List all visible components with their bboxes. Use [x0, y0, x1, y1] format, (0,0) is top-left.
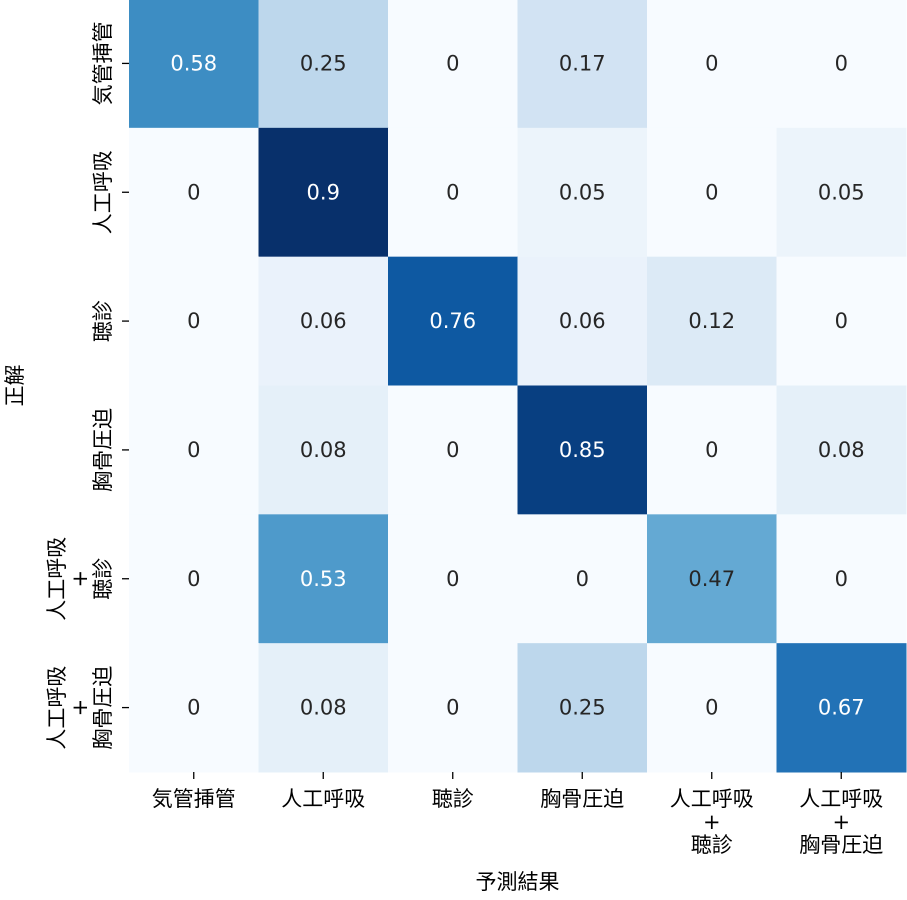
- cell-value-label: 0: [835, 51, 848, 75]
- heatmap-cell: [258, 643, 389, 773]
- cell-value-label: 0.58: [170, 51, 217, 75]
- cell-value-label: 0: [705, 180, 718, 204]
- cell-value-label: 0: [187, 438, 200, 462]
- cell-value-label: 0.25: [559, 696, 606, 720]
- heatmap-cell: [388, 0, 518, 129]
- heatmap-cell: [647, 127, 777, 258]
- heatmap-cell: [388, 643, 518, 773]
- heatmap-cell: [647, 0, 777, 129]
- heatmap-cell: [129, 127, 259, 258]
- cell-value-label: 0: [446, 180, 459, 204]
- y-tick-label: 人工呼吸: [91, 150, 115, 234]
- cell-value-label: 0: [705, 438, 718, 462]
- heatmap-cell: [129, 514, 259, 644]
- y-axis-label: 正解: [3, 365, 27, 407]
- heatmap-cell: [776, 385, 907, 515]
- heatmap-cell: [776, 514, 907, 644]
- y-tick-label-group: 聴診: [91, 300, 115, 342]
- x-tick-label: 気管挿管: [152, 787, 236, 811]
- heatmap-cell: [129, 256, 259, 386]
- heatmap-cells: [129, 0, 907, 773]
- cell-value-label: 0: [705, 51, 718, 75]
- cell-value-label: 0: [187, 180, 200, 204]
- cell-value-label: 0.17: [559, 51, 606, 75]
- heatmap-cell: [388, 514, 518, 644]
- y-tick-label-group: 気管挿管: [91, 21, 115, 105]
- heatmap-cell: [258, 127, 389, 258]
- heatmap-cell: [517, 256, 648, 386]
- cell-value-label: 0.67: [818, 696, 865, 720]
- y-tick-label: 気管挿管: [91, 21, 115, 105]
- cell-value-label: 0.47: [688, 567, 735, 591]
- cell-value-label: 0.06: [559, 309, 606, 333]
- heatmap-cell: [388, 127, 518, 258]
- y-tick-label-group: 人工呼吸+胸骨圧迫: [45, 666, 115, 750]
- heatmap-cell: [776, 0, 907, 129]
- x-tick-label: 胸骨圧迫: [540, 787, 624, 811]
- cell-value-label: 0.12: [688, 309, 735, 333]
- x-tick-label: 聴診: [432, 787, 474, 811]
- cell-value-label: 0.08: [300, 696, 347, 720]
- cell-value-label: 0.05: [818, 180, 865, 204]
- cell-value-label: 0.08: [300, 438, 347, 462]
- y-tick-label-group: 人工呼吸: [91, 150, 115, 234]
- cell-value-label: 0.85: [559, 438, 606, 462]
- x-tick-label: 人工呼吸+胸骨圧迫: [799, 787, 883, 857]
- x-axis-label: 予測結果: [476, 870, 560, 894]
- cell-value-label: 0: [446, 438, 459, 462]
- heatmap-cell: [517, 514, 648, 644]
- cell-value-label: 0.9: [307, 180, 340, 204]
- cell-value-label: 0: [446, 51, 459, 75]
- cell-value-label: 0: [187, 696, 200, 720]
- heatmap-cell: [258, 0, 389, 129]
- heatmap-cell: [517, 643, 648, 773]
- heatmap-cell: [647, 256, 777, 386]
- y-tick-label: 人工呼吸+聴診: [45, 537, 115, 621]
- heatmap-cell: [258, 514, 389, 644]
- heatmap-cell: [647, 385, 777, 515]
- cell-value-label: 0: [576, 567, 589, 591]
- heatmap-cell: [129, 0, 259, 129]
- heatmap-cell: [517, 0, 648, 129]
- x-tick-label: 人工呼吸: [281, 787, 365, 811]
- heatmap-cell: [517, 385, 648, 515]
- cell-value-label: 0: [187, 309, 200, 333]
- heatmap-cell: [129, 385, 259, 515]
- heatmap-cell-labels: 0.58 0.25 0 0.17 0 0 0 0.9 0 0.05 0 0.05 0 0.06 0.76 0.…: [170, 51, 864, 719]
- cell-value-label: 0: [446, 696, 459, 720]
- x-tick-label: 人工呼吸+聴診: [670, 787, 754, 857]
- heatmap-cell: [776, 256, 907, 386]
- y-tick-label: 聴診: [91, 300, 115, 342]
- cell-value-label: 0: [446, 567, 459, 591]
- heatmap-cell: [517, 127, 648, 258]
- y-tick-label-group: 人工呼吸+聴診: [45, 537, 115, 621]
- y-tick-label-group: 胸骨圧迫: [91, 408, 115, 492]
- heatmap-cell: [258, 385, 389, 515]
- heatmap-cell: [776, 643, 907, 773]
- cell-value-label: 0: [705, 696, 718, 720]
- cell-value-label: 0: [187, 567, 200, 591]
- heatmap-cell: [388, 256, 518, 386]
- heatmap-cell: [776, 127, 907, 258]
- cell-value-label: 0.76: [429, 309, 476, 333]
- heatmap-cell: [647, 643, 777, 773]
- cell-value-label: 0: [835, 309, 848, 333]
- heatmap-cell: [388, 385, 518, 515]
- cell-value-label: 0: [835, 567, 848, 591]
- y-tick-label: 胸骨圧迫: [91, 408, 115, 492]
- heatmap-cell: [647, 514, 777, 644]
- cell-value-label: 0.25: [300, 51, 347, 75]
- cell-value-label: 0.06: [300, 309, 347, 333]
- heatmap-cell: [258, 256, 389, 386]
- heatmap-cell: [129, 643, 259, 773]
- cell-value-label: 0.08: [818, 438, 865, 462]
- y-tick-label: 人工呼吸+胸骨圧迫: [45, 666, 115, 750]
- cell-value-label: 0.53: [300, 567, 347, 591]
- cell-value-label: 0.05: [559, 180, 606, 204]
